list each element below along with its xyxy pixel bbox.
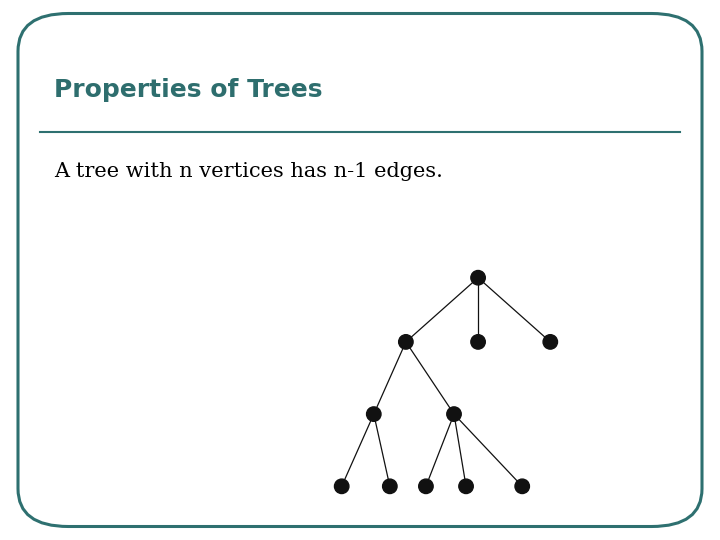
Circle shape <box>471 335 485 349</box>
Circle shape <box>419 479 433 494</box>
Text: Properties of Trees: Properties of Trees <box>54 78 323 102</box>
Circle shape <box>399 335 413 349</box>
Circle shape <box>447 407 462 421</box>
FancyBboxPatch shape <box>18 14 702 526</box>
Circle shape <box>382 479 397 494</box>
Circle shape <box>515 479 529 494</box>
Text: A tree with n vertices has n-1 edges.: A tree with n vertices has n-1 edges. <box>54 162 443 181</box>
Circle shape <box>335 479 349 494</box>
Circle shape <box>543 335 557 349</box>
Circle shape <box>459 479 473 494</box>
Circle shape <box>471 271 485 285</box>
Circle shape <box>366 407 381 421</box>
